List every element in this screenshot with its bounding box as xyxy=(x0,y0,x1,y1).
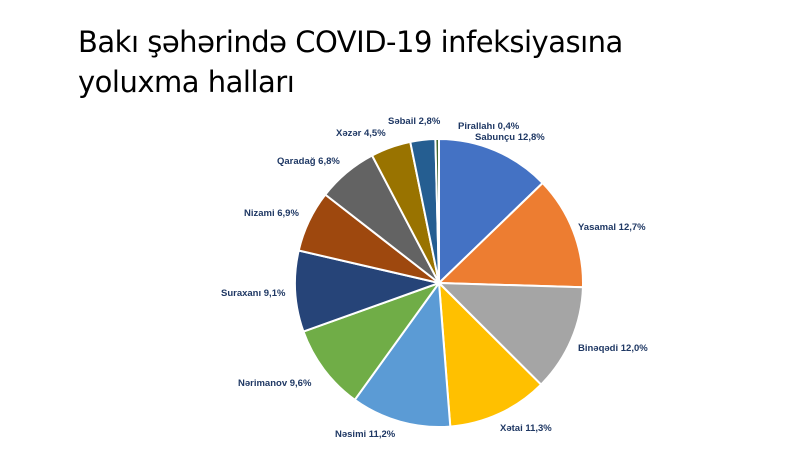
chart-title: Bakı şəhərində COVID-19 infeksiyasına yo… xyxy=(78,22,718,102)
pie-slice-1 xyxy=(438,138,544,284)
pie-labels: Sabunçu 12,8% Yasamal 12,7% Binəqədi 12,0%… xyxy=(221,116,648,440)
pie-label-5: Nəsimi 11,2% xyxy=(335,429,396,440)
chart-title-line-2: yoluxma halları xyxy=(78,65,295,99)
pie-label-4: Xətai 11,3% xyxy=(500,423,552,434)
pie-label-10: Xəzər 4,5% xyxy=(336,128,386,139)
pie-slice-6 xyxy=(302,282,440,401)
pie-label-12: Pirallahı 0,4% xyxy=(458,121,520,132)
pie-slice-2 xyxy=(438,182,584,289)
pie-label-8: Nizami 6,9% xyxy=(244,208,299,219)
pie-label-7: Suraxanı 9,1% xyxy=(221,288,286,299)
pie-label-6: Nərimanov 9,6% xyxy=(238,378,312,389)
pie-label-11: Səbail 2,8% xyxy=(388,116,441,127)
pie-slice-4 xyxy=(438,282,543,428)
chart-title-line-1: Bakı şəhərində COVID-19 infeksiyasına xyxy=(78,25,623,59)
pie-slice-5 xyxy=(353,282,452,428)
pie-slices xyxy=(294,138,584,428)
pie-slice-7 xyxy=(294,249,440,333)
pie-label-9: Qaradağ 6,8% xyxy=(277,156,340,167)
pie-label-1: Sabunçu 12,8% xyxy=(475,132,545,143)
pie-label-2: Yasamal 12,7% xyxy=(578,222,646,233)
pie-slice-12 xyxy=(434,138,440,284)
pie-slice-3 xyxy=(438,282,584,386)
pie-label-3: Binəqədi 12,0% xyxy=(578,343,648,354)
